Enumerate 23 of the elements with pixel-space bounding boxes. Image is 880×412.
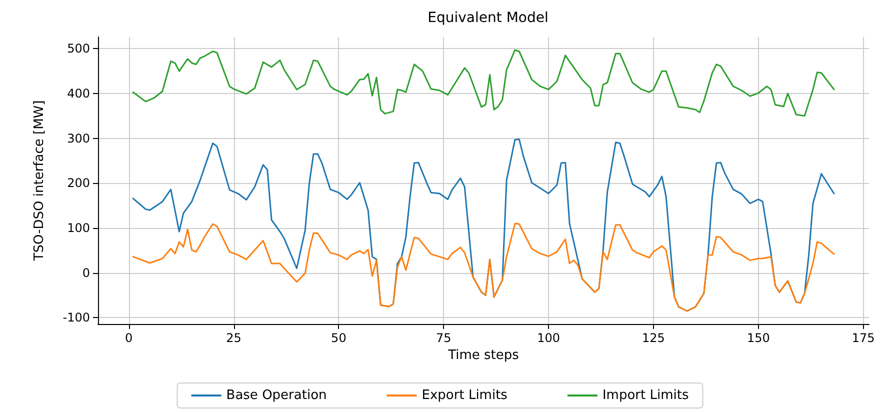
y-axis-title: TSO-DSO interface [MW] xyxy=(32,100,47,262)
x-tick-label: 0 xyxy=(125,331,133,345)
y-tick-label: 300 xyxy=(67,131,90,146)
legend-label: Import Limits xyxy=(602,388,689,403)
x-tick-label: 125 xyxy=(642,331,665,345)
x-tick-label: 175 xyxy=(852,331,875,345)
chart-title: Equivalent Model xyxy=(428,10,548,26)
line-series xyxy=(132,49,835,117)
x-tick-label: 150 xyxy=(746,331,770,345)
y-tick-label: 200 xyxy=(67,176,90,190)
y-tick-label: 100 xyxy=(67,221,90,236)
y-tick-label: -100 xyxy=(62,310,90,325)
x-axis-title: Time steps xyxy=(447,348,520,363)
line-series xyxy=(132,222,835,312)
x-tick-label: 25 xyxy=(226,331,242,345)
x-tick-label: 50 xyxy=(331,331,346,345)
legend-label: Export Limits xyxy=(422,388,508,403)
x-tick-label: 100 xyxy=(537,331,560,345)
legend-label: Base Operation xyxy=(226,388,327,403)
x-tick-label: 75 xyxy=(436,331,452,345)
y-tick-label: 0 xyxy=(82,266,90,280)
y-tick-label: 500 xyxy=(67,42,90,56)
y-tick-label: 400 xyxy=(67,86,90,101)
